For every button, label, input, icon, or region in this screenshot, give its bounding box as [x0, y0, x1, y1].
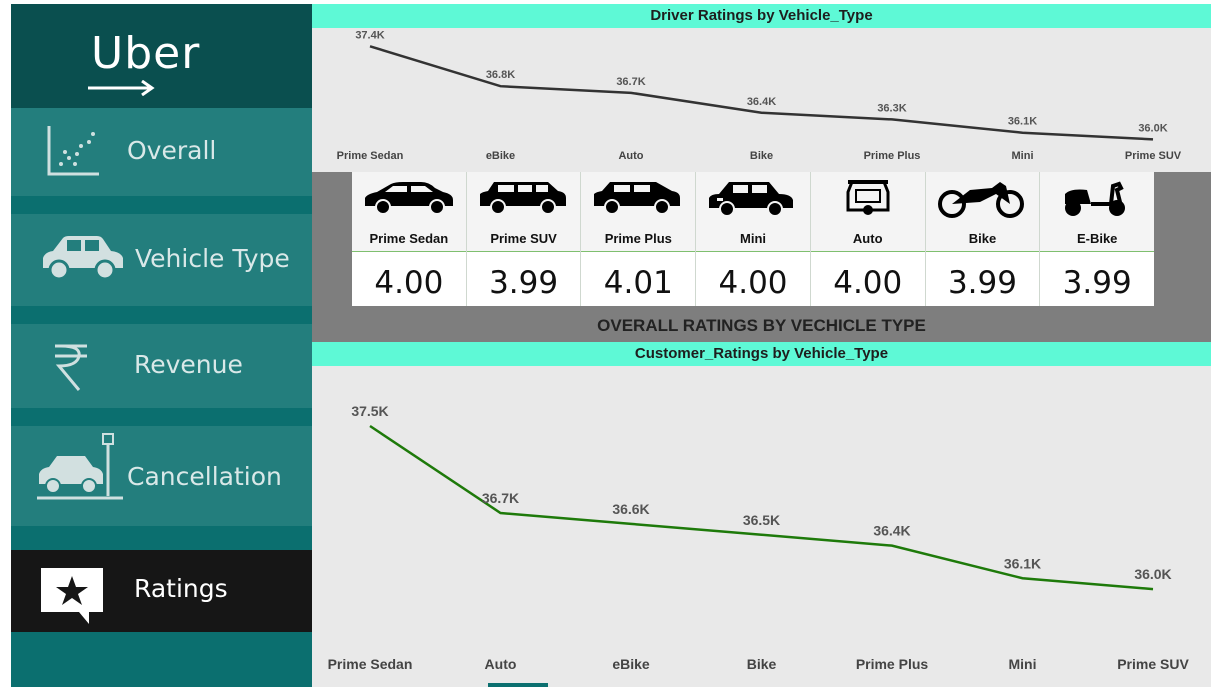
- data-label: 36.0K: [1134, 566, 1171, 582]
- star-chat-icon: [41, 568, 103, 624]
- x-tick-label: Bike: [750, 150, 773, 162]
- hatchback-icon: [594, 182, 681, 215]
- scooter-icon: [1065, 181, 1126, 216]
- x-tick-label: Auto: [618, 150, 643, 162]
- scatter-chart-icon: [47, 126, 99, 176]
- main-content: Driver Ratings by Vehicle_Type 37.4K 36.8…: [312, 4, 1211, 687]
- data-label: 36.5K: [743, 512, 780, 528]
- vehicle-rating-card[interactable]: Prime Plus 4.01: [581, 172, 697, 306]
- customer-ratings-chart[interactable]: 37.5K 36.7K 36.6K 36.5K 36.4K 36.1K 36.0K Prime…: [312, 366, 1211, 687]
- data-label: 36.4K: [747, 96, 776, 108]
- nav-item-revenue[interactable]: Revenue: [11, 324, 312, 408]
- driver-ratings-chart[interactable]: 37.4K 36.8K 36.7K 36.4K 36.3K 36.1K 36.0K Prime…: [312, 28, 1211, 172]
- logo-text: Uber: [91, 28, 201, 79]
- card-vehicle-name: E-Bike: [1076, 231, 1118, 246]
- nav-item-vehicle-type[interactable]: Vehicle Type: [11, 214, 312, 306]
- rupee-icon: [55, 344, 87, 391]
- customer-chart-title: Customer_Ratings by Vehicle_Type: [312, 342, 1211, 366]
- x-tick-label: eBike: [612, 656, 650, 672]
- x-tick-label: Auto: [485, 656, 517, 672]
- nav-item-label: Cancellation: [127, 462, 282, 491]
- nav-item-ratings[interactable]: Ratings: [11, 550, 312, 632]
- overall-ratings-title: OVERALL RATINGS BY VECHICLE TYPE: [597, 316, 926, 335]
- card-rating-value: 3.99: [925, 252, 1040, 306]
- vehicle-rating-card[interactable]: Auto 4.00: [810, 172, 926, 306]
- vehicle-rating-card[interactable]: Prime Sedan 4.00: [352, 172, 467, 306]
- data-label: 36.8K: [486, 69, 515, 81]
- card-rating-value: 4.01: [581, 252, 696, 306]
- ratings-cards-section: Prime Sedan 4.00 Prime SUV 3.99 Prime Plus 4.…: [312, 172, 1211, 342]
- arrow-right-icon: [88, 80, 155, 96]
- x-tick-label: Prime SUV: [1117, 656, 1189, 672]
- nav-item-label: Overall: [127, 136, 217, 165]
- driver-ratings-svg: 37.4K 36.8K 36.7K 36.4K 36.3K 36.1K 36.0K Prime…: [337, 29, 1182, 162]
- x-tick-label: Prime Sedan: [328, 656, 413, 672]
- x-tick-label: Prime Plus: [856, 656, 929, 672]
- nav-item-label: Vehicle Type: [135, 244, 290, 273]
- card-vehicle-name: Prime Plus: [604, 231, 672, 246]
- x-tick-label: Prime Plus: [864, 150, 921, 162]
- x-tick-label: Mini: [1009, 656, 1037, 672]
- nav-item-label: Ratings: [134, 574, 228, 603]
- vehicle-rating-card[interactable]: Prime SUV 3.99: [466, 172, 582, 306]
- card-header: Prime Sedan: [352, 172, 466, 252]
- vehicle-rating-card[interactable]: Mini 4.00: [696, 172, 811, 306]
- nav-item-overall[interactable]: Overall: [11, 108, 312, 196]
- nav-item-cancellation[interactable]: Cancellation: [11, 426, 312, 526]
- page-tab-indicator[interactable]: [488, 683, 548, 687]
- suv-icon: [479, 182, 566, 215]
- card-header: Bike: [925, 172, 1040, 252]
- card-vehicle-name: Mini: [740, 231, 767, 246]
- car-crash-icon: [37, 433, 123, 500]
- data-label: 36.1K: [1004, 555, 1041, 571]
- vehicle-rating-card[interactable]: E-Bike 3.99: [1040, 172, 1155, 306]
- data-label: 36.1K: [1008, 116, 1037, 128]
- x-tick-label: Prime SUV: [1125, 150, 1182, 162]
- data-label: 36.7K: [482, 490, 519, 506]
- card-vehicle-name: Prime Sedan: [369, 231, 449, 246]
- brand-logo: Uber: [11, 4, 312, 108]
- data-label: 36.6K: [612, 501, 649, 517]
- x-tick-label: Mini: [1012, 150, 1034, 162]
- card-vehicle-name: Prime SUV: [490, 231, 557, 246]
- data-label: 36.7K: [616, 76, 645, 88]
- card-rating-value: 3.99: [1040, 252, 1155, 306]
- nav-item-label: Revenue: [134, 350, 243, 379]
- motorbike-icon: [938, 182, 1025, 218]
- car-icon: [43, 236, 123, 281]
- card-header: Auto: [810, 172, 925, 252]
- card-vehicle-name: Bike: [968, 231, 997, 246]
- x-tick-label: eBike: [486, 150, 515, 162]
- card-header: E-Bike: [1040, 172, 1155, 252]
- card-rating-value: 4.00: [810, 252, 925, 306]
- sedan-icon: [364, 182, 453, 215]
- auto-rickshaw-icon: [846, 180, 890, 215]
- sidebar: Uber Overall Vehicle Type Rev: [11, 4, 312, 687]
- data-label: 36.0K: [1138, 122, 1167, 134]
- card-rating-value: 3.99: [466, 252, 581, 306]
- card-vehicle-name: Auto: [852, 231, 883, 246]
- driver-chart-title: Driver Ratings by Vehicle_Type: [312, 4, 1211, 28]
- data-label: 37.4K: [355, 29, 384, 41]
- customer-ratings-svg: 37.5K 36.7K 36.6K 36.5K 36.4K 36.1K 36.0K Prime…: [328, 403, 1190, 672]
- x-tick-label: Prime Sedan: [337, 150, 404, 162]
- card-header: Mini: [696, 172, 810, 252]
- card-header: Prime SUV: [466, 172, 581, 252]
- data-label: 36.4K: [873, 523, 910, 539]
- vehicle-rating-card[interactable]: Bike 3.99: [925, 172, 1041, 306]
- data-label: 37.5K: [351, 403, 388, 419]
- card-rating-value: 4.00: [696, 252, 810, 306]
- mini-car-icon: [709, 182, 794, 217]
- data-label: 36.3K: [877, 102, 906, 114]
- ratings-cards: Prime Sedan 4.00 Prime SUV 3.99 Prime Plus 4.…: [352, 172, 1155, 306]
- card-rating-value: 4.00: [352, 252, 466, 306]
- x-tick-label: Bike: [747, 656, 777, 672]
- card-header: Prime Plus: [581, 172, 696, 252]
